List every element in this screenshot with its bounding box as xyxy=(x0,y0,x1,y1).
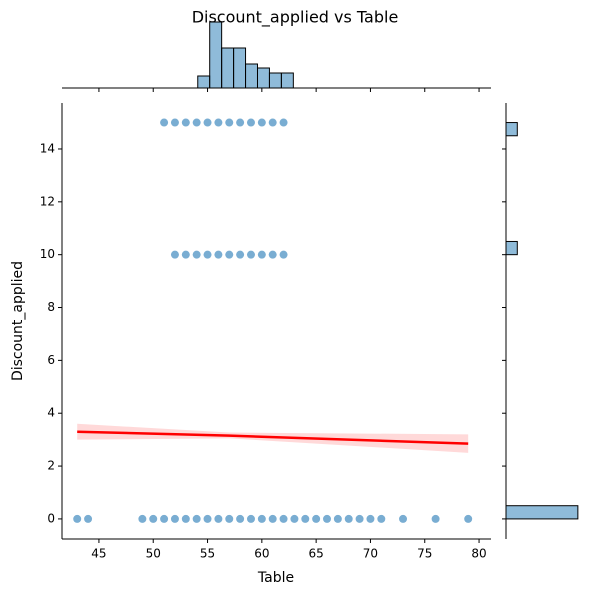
y-tick-label: 14 xyxy=(40,141,55,155)
point xyxy=(399,514,408,523)
point xyxy=(366,514,375,523)
point xyxy=(192,514,201,523)
point xyxy=(73,514,82,523)
point xyxy=(323,514,332,523)
point xyxy=(192,250,201,259)
point xyxy=(257,250,266,259)
right-hist-bar xyxy=(505,240,518,256)
point xyxy=(268,250,277,259)
point xyxy=(160,514,169,523)
point xyxy=(181,250,190,259)
x-tick-label: 60 xyxy=(254,547,269,561)
point xyxy=(279,514,288,523)
y-axis-label: Discount_applied xyxy=(10,261,26,381)
point xyxy=(279,118,288,127)
point xyxy=(268,118,277,127)
point xyxy=(203,514,212,523)
point xyxy=(333,514,342,523)
x-tick-label: 45 xyxy=(91,547,106,561)
top-hist-bar xyxy=(256,67,270,89)
point xyxy=(225,514,234,523)
point xyxy=(214,514,223,523)
right-hist-bar xyxy=(505,122,518,137)
y-tick-label: 0 xyxy=(47,511,55,525)
point xyxy=(257,514,266,523)
point xyxy=(170,118,179,127)
x-tick-label: 80 xyxy=(471,547,486,561)
top-hist-bar xyxy=(197,75,211,89)
top-hist-bar xyxy=(268,72,282,89)
point xyxy=(246,250,255,259)
regression-line xyxy=(77,430,469,445)
point xyxy=(344,514,353,523)
point xyxy=(170,514,179,523)
point xyxy=(138,514,147,523)
point xyxy=(312,514,321,523)
y-tick-label: 2 xyxy=(47,459,55,473)
point xyxy=(236,118,245,127)
point xyxy=(203,118,212,127)
point xyxy=(246,514,255,523)
point xyxy=(160,118,169,127)
top-hist-bar xyxy=(280,72,294,89)
point xyxy=(214,250,223,259)
point xyxy=(236,514,245,523)
point xyxy=(181,514,190,523)
point xyxy=(301,514,310,523)
point xyxy=(236,250,245,259)
point xyxy=(225,250,234,259)
y-tick-label: 8 xyxy=(47,300,55,314)
point xyxy=(214,118,223,127)
x-tick-label: 75 xyxy=(417,547,432,561)
x-tick-label: 70 xyxy=(363,547,378,561)
point xyxy=(377,514,386,523)
right-hist-bar xyxy=(505,505,579,520)
y-tick-label: 12 xyxy=(40,194,55,208)
point xyxy=(181,118,190,127)
point xyxy=(279,250,288,259)
chart-title: Discount_applied vs Table xyxy=(192,8,399,28)
y-tick-label: 10 xyxy=(40,247,55,261)
x-axis-label: Table xyxy=(257,570,294,586)
point xyxy=(225,118,234,127)
point xyxy=(149,514,158,523)
point xyxy=(170,250,179,259)
point xyxy=(84,514,93,523)
point xyxy=(355,514,364,523)
point xyxy=(290,514,299,523)
y-tick-label: 6 xyxy=(47,353,55,367)
point xyxy=(268,514,277,523)
x-tick-label: 55 xyxy=(200,547,215,561)
y-tick-label: 4 xyxy=(47,406,55,420)
point xyxy=(203,250,212,259)
x-tick-label: 65 xyxy=(309,547,324,561)
top-hist-bar xyxy=(209,21,223,89)
x-tick-label: 50 xyxy=(146,547,161,561)
point xyxy=(246,118,255,127)
point xyxy=(257,118,266,127)
top-hist-bar xyxy=(221,47,235,89)
top-hist-bar xyxy=(233,47,247,89)
point xyxy=(192,118,201,127)
point xyxy=(464,514,473,523)
top-hist-bar xyxy=(245,63,258,89)
point xyxy=(431,514,440,523)
